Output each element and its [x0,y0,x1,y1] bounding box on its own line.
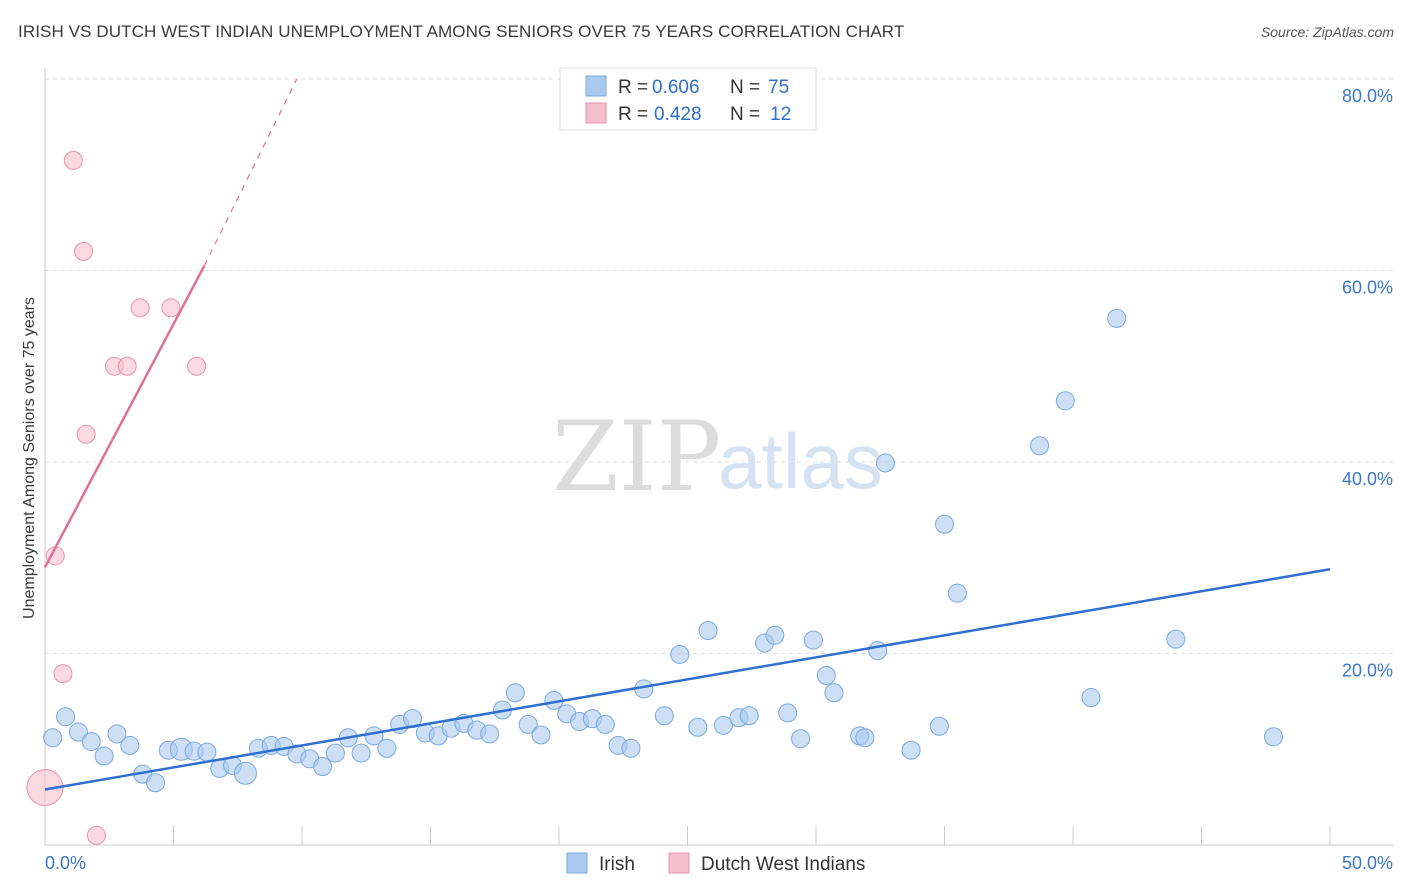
bottom-legend-dutch-swatch [668,852,690,874]
chart-title: IRISH VS DUTCH WEST INDIAN UNEMPLOYMENT … [18,22,905,41]
irish-point [43,728,63,748]
y-tick-label: 20.0% [1342,661,1393,681]
dutch-point [74,241,94,261]
trend-layer [43,78,1331,791]
irish-point [1107,308,1127,328]
irish-point [377,738,397,758]
dutch-point [86,825,106,845]
irish-point [765,625,785,645]
irish-point [621,738,641,758]
irish-point [518,714,538,734]
y-axis-label: Unemployment Among Seniors over 75 years [21,297,38,619]
irish-point [935,514,954,534]
y-tick-label: 40.0% [1342,469,1393,489]
dutch-trend-extension [203,78,298,266]
legend-irish-n-label: N = [730,77,760,98]
legend-irish-r-value: 0.606 [652,77,700,98]
x-tick-label-max: 50.0% [1342,853,1393,873]
irish-point [94,746,114,766]
dutch-point [63,150,83,170]
irish-point [698,621,718,641]
irish-point [325,743,345,763]
x-tick-label-min: 0.0% [45,853,86,873]
irish-point [1055,391,1075,411]
irish-point [531,725,551,745]
irish-point [120,735,140,755]
dutch-point [53,664,73,684]
grid-layer [45,78,1393,654]
legend-dutch-n-label: N = [730,104,760,125]
irish-point [1030,436,1050,456]
source-label: Source: ZipAtlas.com [1260,24,1394,40]
watermark-zip: ZIP [552,401,721,513]
irish-point [929,716,949,736]
irish-point [713,715,733,735]
irish-point [791,729,811,749]
irish-point [688,717,708,737]
irish-trend-line [44,568,1331,791]
axes-layer: 20.0% 40.0% 60.0% 80.0% 0.0% 50.0% [44,68,1393,873]
legend-irish-r-label: R = [618,77,648,98]
irish-point [595,714,615,734]
stats-legend: R = 0.606 N = 75 R = 0.428 N = 12 [559,67,817,131]
irish-point [947,583,967,603]
dutch-point [130,298,150,318]
irish-point [855,728,875,748]
bottom-legend-irish-label: Irish [599,854,635,875]
dutch-point [187,356,207,376]
irish-point [670,644,690,664]
legend-dutch-r-label: R = [618,104,648,125]
irish-point [313,756,333,776]
y-tick-label: 80.0% [1342,86,1393,106]
legend-dutch-n-value: 12 [770,104,791,125]
irish-point [1081,688,1101,708]
irish-point [816,666,836,686]
irish-point [233,761,257,785]
watermark-atlas: atlas [718,417,883,505]
watermark: ZIP atlas [552,401,883,513]
bottom-legend-dutch-label: Dutch West Indians [701,854,865,875]
irish-point [901,740,921,760]
irish-point [803,630,823,650]
irish-point [654,706,674,726]
irish-point [1263,727,1283,747]
bottom-legend-irish-swatch [566,852,588,874]
series-legend: Irish Dutch West Indians [566,852,865,875]
irish-point [778,703,798,723]
legend-dutch-swatch [585,102,607,124]
legend-dutch-r-value: 0.428 [654,104,702,125]
irish-point [739,706,759,726]
irish-point [68,722,88,742]
irish-point [875,453,895,473]
y-tick-label: 60.0% [1342,278,1393,298]
dutch-point [161,298,181,318]
dutch-point [76,424,96,444]
irish-point [824,683,844,703]
irish-point [480,724,500,744]
irish-point [146,773,166,793]
legend-irish-swatch [585,75,607,97]
irish-point [81,732,101,752]
irish-point [1166,629,1186,649]
irish-point [351,743,371,763]
irish-point [505,683,525,703]
dutch-trend-line [43,265,206,568]
irish-point [56,707,76,727]
legend-irish-n-value: 75 [768,77,789,98]
dutch-point [117,356,137,376]
irish-point [197,742,217,762]
irish-points [43,308,1283,793]
irish-point [107,724,127,744]
irish-point [868,641,888,661]
